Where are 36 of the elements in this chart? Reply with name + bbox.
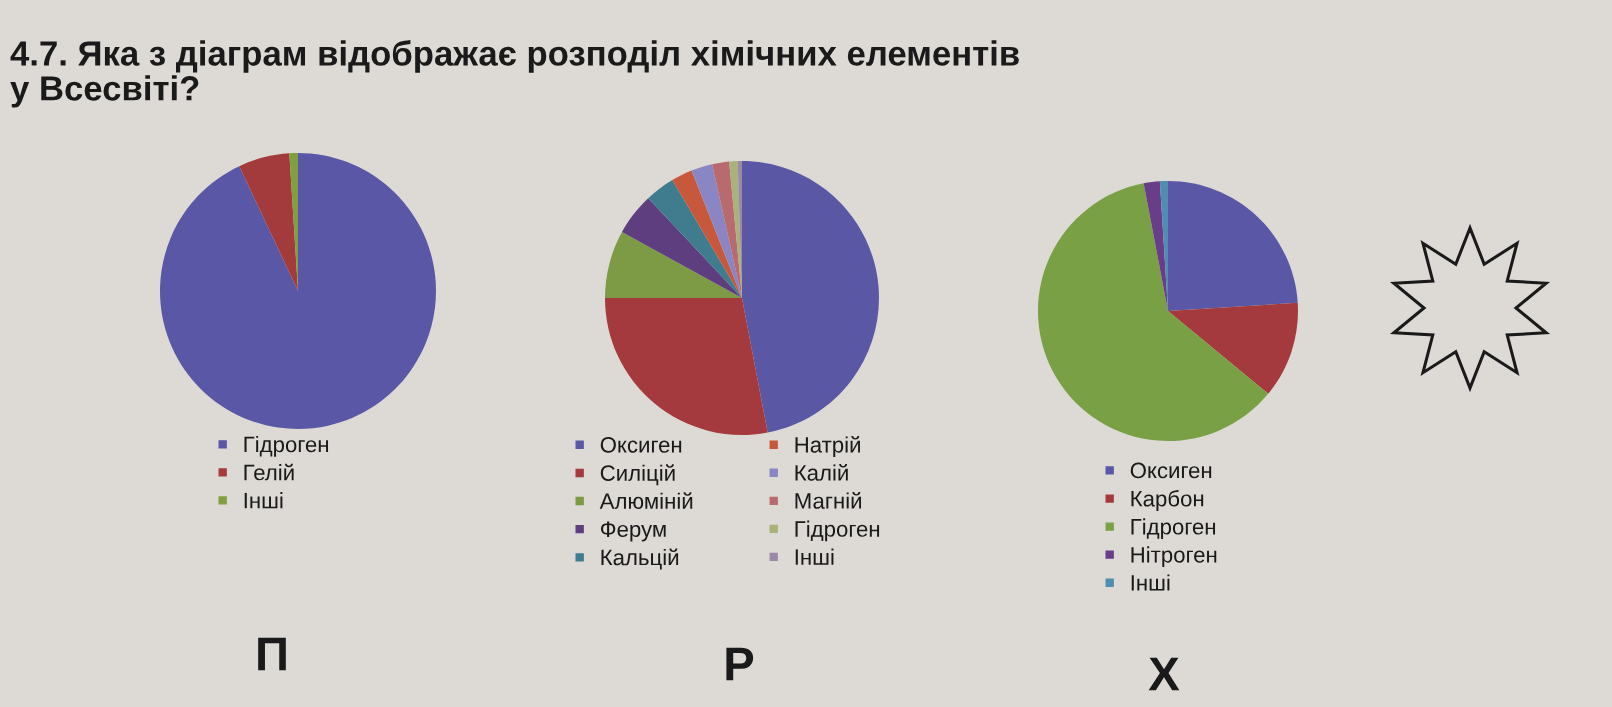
pie-slice — [742, 161, 879, 433]
pie-slice — [648, 180, 742, 298]
legend-label: Оксиген — [600, 436, 682, 453]
pie-slice — [1168, 302, 1298, 394]
legend-label: Оксиген — [1130, 462, 1212, 479]
pie-slice — [672, 170, 742, 298]
pie-slice — [712, 161, 742, 298]
pie-slice — [239, 153, 298, 291]
pie-slice — [160, 153, 436, 429]
legend-label: Гідроген — [1131, 518, 1216, 540]
pie-slice — [1168, 181, 1298, 311]
pie-slice — [1038, 183, 1269, 441]
legend-label: Силіцій — [600, 464, 675, 486]
legend-label: Магній — [795, 492, 862, 509]
legend-label: Інші — [1131, 574, 1170, 591]
text: 4.7. Яка з діаграм відображає розподіл хімічних елементів у Всесвіті? — [10, 40, 1019, 108]
text: П — [258, 637, 286, 671]
legend-label: Інші — [244, 492, 283, 509]
text: Р — [726, 647, 754, 681]
legend-label: Натрій — [795, 436, 860, 458]
legend-label: Карбон — [1131, 490, 1204, 511]
legend-label: Кальцій — [601, 548, 679, 570]
legend-label: Нітроген — [1131, 546, 1217, 568]
legend-label: Гідроген — [244, 436, 329, 457]
legend-label: Калій — [795, 464, 848, 481]
legend-label: Гелій — [244, 463, 294, 481]
legend-label: Ферум — [600, 521, 666, 542]
pie-slice — [1143, 181, 1168, 311]
legend-label: Гідроген — [795, 520, 880, 542]
legend-label: Алюміній — [599, 492, 693, 510]
pie-slice — [621, 198, 742, 298]
legend-label: Інші — [795, 548, 834, 565]
text: Х — [1148, 657, 1180, 691]
pie-slice — [605, 232, 742, 298]
pie-slice — [691, 164, 742, 298]
pie-slice — [605, 298, 768, 435]
